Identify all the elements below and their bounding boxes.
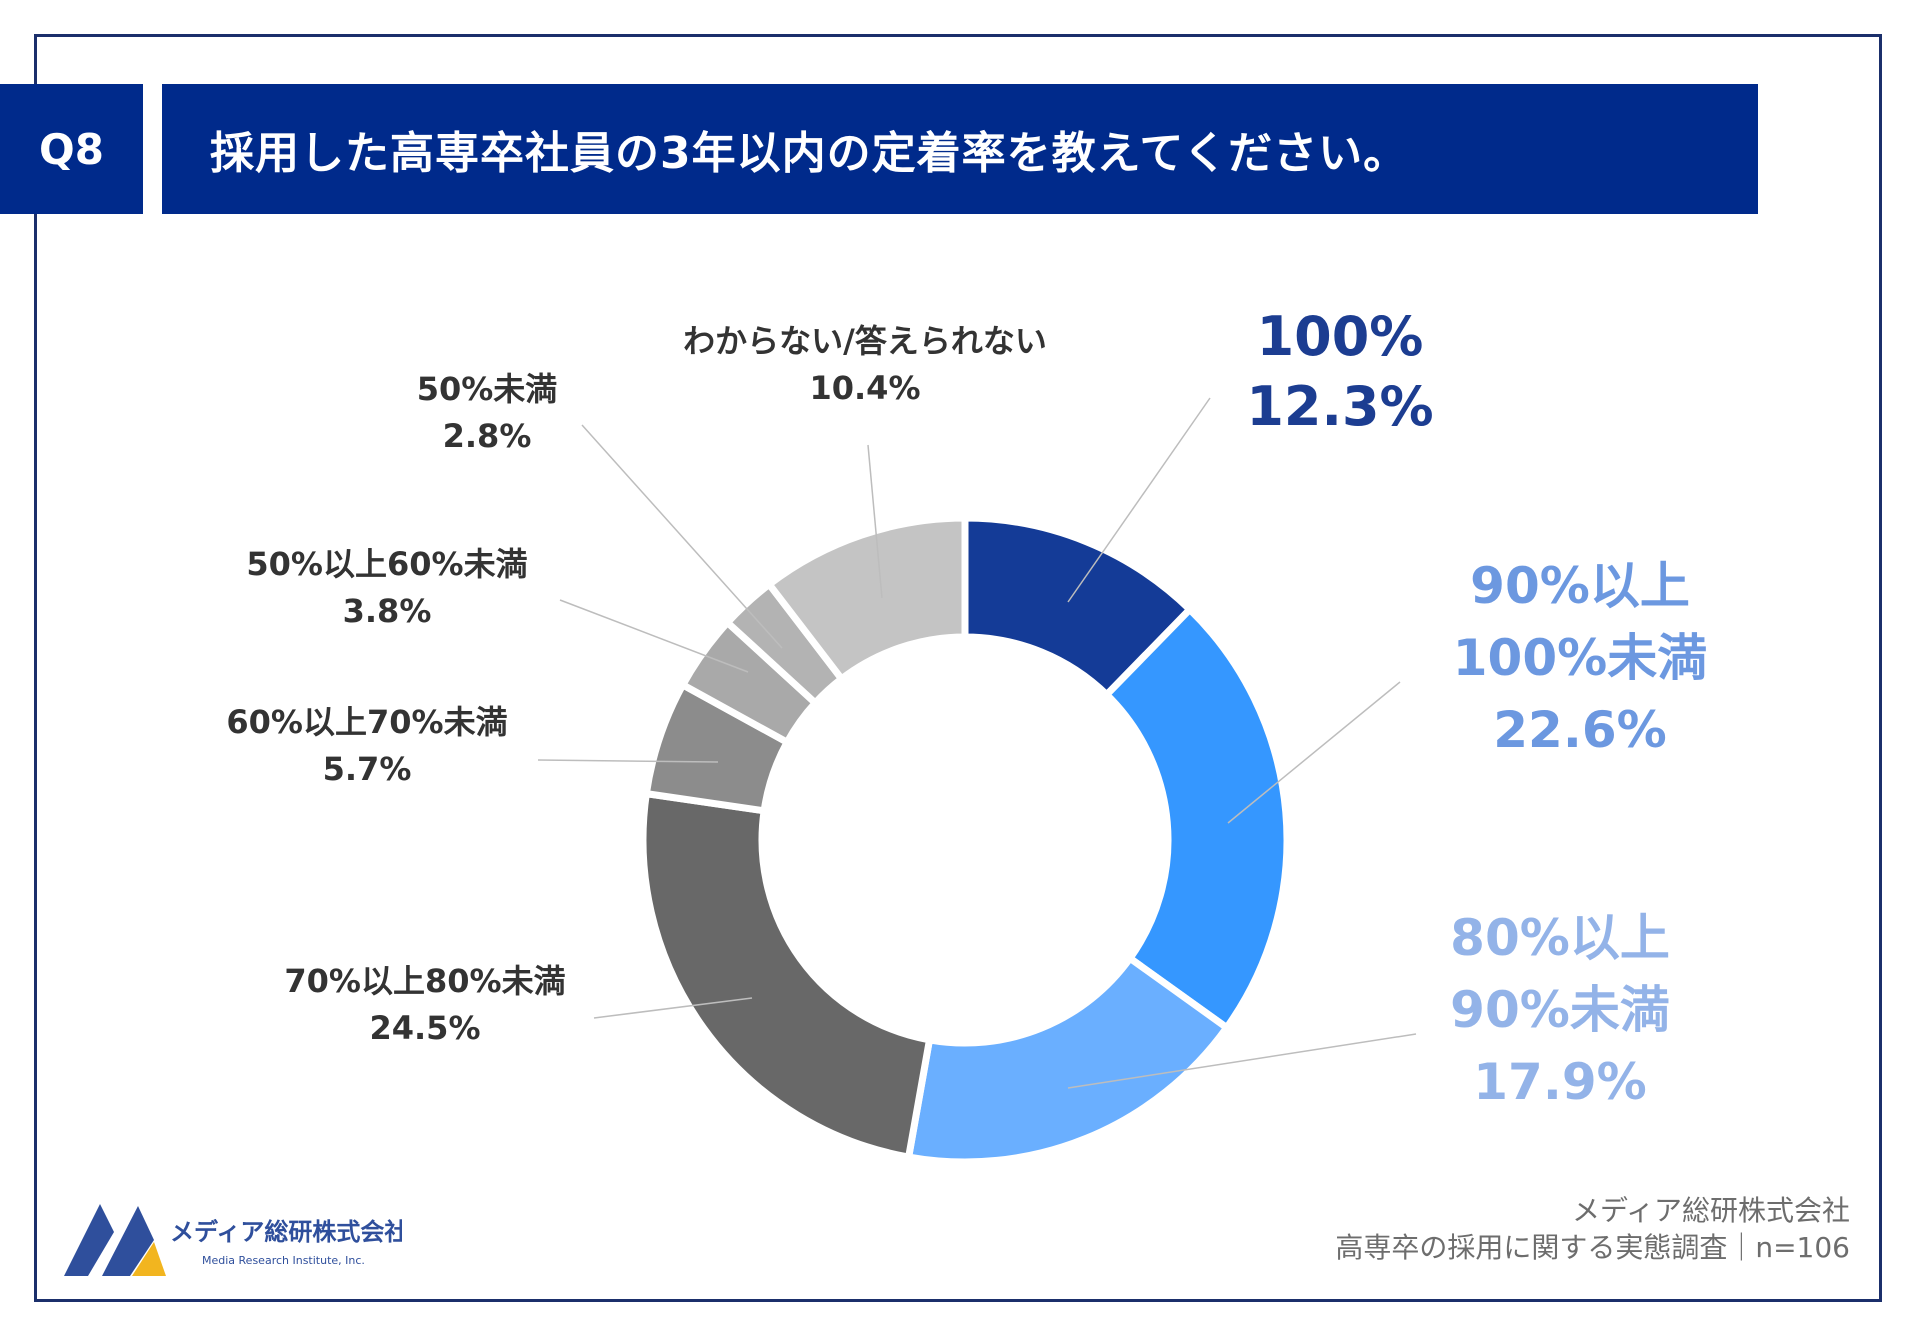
logo-name-jp: メディア総研株式会社: [170, 1218, 402, 1246]
donut-slice-7: [764, 514, 969, 684]
source-footer: メディア総研株式会社 高専卒の採用に関する実態調査｜n=106: [1335, 1192, 1850, 1266]
slice-category-label-0: 100%: [1257, 305, 1424, 368]
question-number-badge: Q8: [0, 84, 143, 214]
donut-slice-2: [904, 953, 1232, 1166]
slice-category-label-6: 50%未満: [417, 370, 558, 408]
logo-mark-accent: [132, 1242, 166, 1276]
page-title: 採用した高専卒社員の3年以内の定着率を教えてください。: [210, 128, 1409, 179]
slice-value-label-7: 10.4%: [809, 369, 920, 407]
company-logo: メディア総研株式会社 Media Research Institute, Inc…: [64, 1204, 402, 1276]
chart-frame: [34, 34, 1882, 1302]
leader-line-2: [1067, 1033, 1417, 1089]
slice-value-label-6: 2.8%: [443, 417, 532, 455]
slice-value-label-2: 17.9%: [1473, 1053, 1646, 1111]
slice-category-label-2: 80%以上: [1450, 909, 1670, 967]
logo-mark-left: [64, 1204, 114, 1276]
footer-survey: 高専卒の採用に関する実態調査｜n=106: [1335, 1231, 1850, 1264]
slice-value-label-3: 24.5%: [369, 1009, 480, 1047]
slice-category-label-3: 70%以上80%未満: [284, 962, 565, 1000]
slice-value-label-0: 12.3%: [1246, 375, 1433, 438]
donut-slice-1: [1101, 604, 1291, 1033]
leader-line-4: [537, 759, 719, 763]
slice-category-label-1: 90%以上: [1470, 557, 1690, 615]
logo-name-en: Media Research Institute, Inc.: [202, 1254, 365, 1267]
slice-category-label-2: 90%未満: [1450, 981, 1670, 1039]
slice-category-label-1: 100%未満: [1453, 629, 1707, 687]
leader-line-3: [593, 997, 753, 1019]
leader-line-1: [1227, 681, 1401, 824]
slice-value-label-5: 3.8%: [343, 592, 432, 630]
slice-category-label-7: わからない/答えられない: [683, 322, 1047, 360]
donut-slice-3: [639, 789, 934, 1162]
leader-line-6: [581, 424, 783, 649]
slice-category-label-5: 50%以上60%未満: [246, 545, 527, 583]
question-number: Q8: [39, 124, 104, 174]
slice-value-label-1: 22.6%: [1493, 701, 1666, 759]
logo-mark-right: [102, 1206, 154, 1276]
leader-line-0: [1067, 397, 1211, 603]
leader-line-7: [867, 444, 883, 599]
slice-category-label-4: 60%以上70%未満: [226, 703, 507, 741]
footer-company: メディア総研株式会社: [1571, 1194, 1850, 1227]
title-bar: 採用した高専卒社員の3年以内の定着率を教えてください。: [162, 84, 1758, 214]
slice-value-label-4: 5.7%: [323, 750, 412, 788]
leader-line-5: [559, 599, 749, 673]
